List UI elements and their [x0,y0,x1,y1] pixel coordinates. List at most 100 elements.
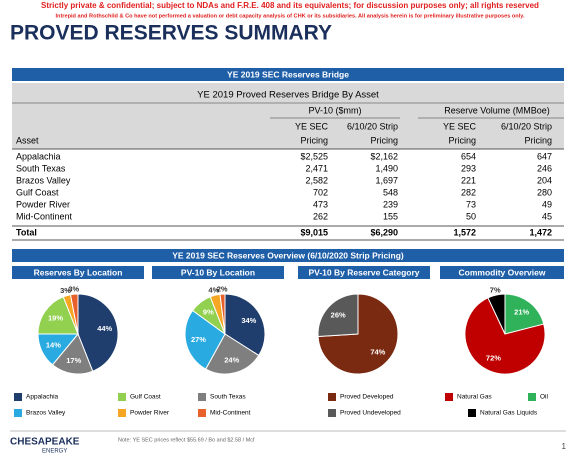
panel-title: PV-10 By Reserve Category [308,267,419,277]
legend-label: Gulf Coast [130,394,161,401]
pie-slice [184,309,226,370]
slice-label: 26% [331,310,346,319]
table-cell: 239 [383,199,398,209]
slice-label: 72% [486,354,501,363]
legend-swatch [328,409,336,417]
footnote: Note: YE SEC prices reflect $55.69 / Bo … [118,437,255,443]
page-number: 1 [562,442,567,451]
table-cell: Brazos Valley [16,175,71,185]
table-cell: 246 [537,163,552,173]
table-cell: $2,162 [370,151,398,161]
legend-swatch [14,409,22,417]
section-bar [12,249,564,262]
pie-slice [464,297,546,375]
pie-slice [77,293,119,372]
group-header: Reserve Volume (MMBoe) [444,105,550,115]
total-cell: $6,290 [370,227,398,237]
table-cell: 73 [466,199,476,209]
panel-title: Commodity Overview [459,267,546,277]
section-title: YE 2019 SEC Reserves Bridge [227,69,349,79]
pie-slice [487,293,506,335]
legend-swatch [14,393,22,401]
table-cell: 293 [461,163,476,173]
panel-header [298,266,430,279]
table-cell: 2,471 [305,163,328,173]
slice-label: 14% [46,341,61,350]
table-cell: 1,697 [375,175,398,185]
disclaimer: Intrepid and Rothschild & Co have not pe… [55,13,525,19]
legend-label: Natural Gas [457,394,492,401]
panel-header [152,266,284,279]
legend-swatch [198,393,206,401]
table-cell: 473 [313,199,328,209]
pie-slice [504,293,545,335]
pie-slice [219,293,226,335]
table-cell: South Texas [16,163,66,173]
table-title: YE 2019 Proved Reserves Bridge By Asset [197,90,379,101]
column-header: Pricing [300,135,328,145]
total-cell: 1,472 [529,227,552,237]
panel-title: PV-10 By Location [181,267,255,277]
table-cell: 50 [466,211,476,221]
slice-label: 9% [203,307,214,316]
slice-label: 27% [191,335,206,344]
legend-label: South Texas [210,394,246,401]
legend-label: Proved Developed [340,394,394,401]
slice-label: 4% [208,286,219,295]
table-cell: 155 [383,211,398,221]
table-cell: 45 [542,211,552,221]
table-cell: 221 [461,175,476,185]
column-header: YE SEC [443,121,477,131]
logo-sub: ENERGY [42,449,67,455]
panel-header [440,266,564,279]
table-cell: Powder River [16,199,70,209]
table-cell: Appalachia [16,151,61,161]
slice-label: 7% [490,285,501,294]
table-cell: 49 [542,199,552,209]
legend-swatch [468,409,476,417]
legend-swatch [118,393,126,401]
column-header: Pricing [448,135,476,145]
legend-label: Mid-Continent [210,410,251,417]
disclaimer: Strictly private & confidential; subject… [41,1,539,10]
legend-label: Natural Gas Liquids [480,410,538,417]
panel-header [12,266,144,279]
column-header: Pricing [524,135,552,145]
column-header: YE SEC [295,121,329,131]
slice-label: 3% [60,286,71,295]
table-header [12,83,564,149]
slice-label: 74% [370,348,385,357]
legend-swatch [198,409,206,417]
table-cell: Gulf Coast [16,187,59,197]
column-header: Pricing [370,135,398,145]
column-header: 6/10/20 Strip [347,121,398,131]
pie-slice [37,296,79,335]
slice-label: 24% [224,355,239,364]
slice-label: 21% [514,307,529,316]
legend-label: Brazos Valley [26,410,66,417]
legend-swatch [328,393,336,401]
column-header: 6/10/20 Strip [501,121,552,131]
pie-slice [69,293,79,335]
table-cell: $2,525 [300,151,328,161]
logo: CHESAPEAKE [10,437,80,448]
pie-slice [205,333,260,375]
legend-label: Oil [540,394,549,401]
slide-title: PROVED RESERVES SUMMARY [10,22,332,45]
table-cell: Mid-Continent [16,211,73,221]
table-cell: 282 [461,187,476,197]
table-cell: 280 [537,187,552,197]
legend-swatch [528,393,536,401]
table-cell: 1,490 [375,163,398,173]
legend-label: Proved Undeveloped [340,410,401,417]
group-header: PV-10 ($mm) [308,105,361,115]
table-cell: 647 [537,151,552,161]
slice-label: 44% [97,324,112,333]
table-cell: 702 [313,187,328,197]
table-cell: 262 [313,211,328,221]
legend-label: Appalachia [26,394,59,401]
slice-label: 17% [66,356,81,365]
table-cell: 2,582 [305,175,328,185]
